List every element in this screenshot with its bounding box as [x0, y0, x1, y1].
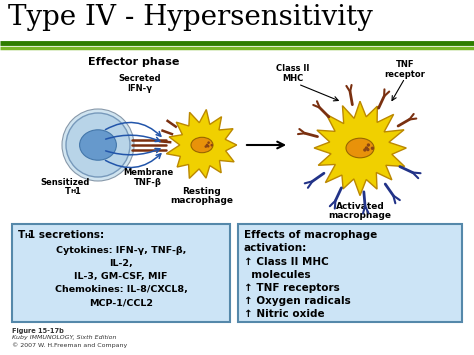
- Circle shape: [207, 141, 210, 144]
- Text: macrophage: macrophage: [328, 211, 392, 220]
- Text: macrophage: macrophage: [171, 196, 234, 205]
- Text: T: T: [18, 230, 25, 240]
- Text: Sensitized: Sensitized: [40, 178, 90, 187]
- Text: activation:: activation:: [244, 243, 307, 253]
- Text: MCP-1/CCL2: MCP-1/CCL2: [89, 298, 153, 307]
- Text: ↑ Oxygen radicals: ↑ Oxygen radicals: [244, 296, 351, 306]
- Text: IL-3, GM-CSF, MIF: IL-3, GM-CSF, MIF: [74, 272, 168, 281]
- Text: T: T: [65, 187, 71, 196]
- Text: H: H: [70, 189, 75, 194]
- Circle shape: [363, 148, 366, 152]
- Text: Effector phase: Effector phase: [88, 57, 179, 67]
- Text: 1: 1: [74, 187, 80, 196]
- Text: Type IV - Hypersensitivity: Type IV - Hypersensitivity: [8, 4, 373, 31]
- Text: Cytokines: IFN-γ, TNF-β,: Cytokines: IFN-γ, TNF-β,: [56, 246, 186, 255]
- Circle shape: [367, 143, 370, 147]
- Text: TNF
receptor: TNF receptor: [384, 60, 426, 80]
- Text: IL-2,: IL-2,: [109, 259, 133, 268]
- Circle shape: [365, 146, 368, 150]
- Text: Resting: Resting: [182, 187, 221, 196]
- Text: Membrane
TNF-β: Membrane TNF-β: [123, 168, 173, 187]
- Ellipse shape: [191, 137, 213, 153]
- Polygon shape: [314, 101, 406, 196]
- FancyBboxPatch shape: [238, 224, 462, 322]
- FancyBboxPatch shape: [12, 224, 230, 322]
- Polygon shape: [166, 109, 237, 179]
- Text: ↑ Class II MHC: ↑ Class II MHC: [244, 257, 329, 267]
- Circle shape: [66, 113, 130, 177]
- Text: Class II
MHC: Class II MHC: [276, 64, 310, 83]
- Text: ↑ Nitric oxide: ↑ Nitric oxide: [244, 309, 325, 319]
- Text: Activated: Activated: [336, 202, 384, 211]
- Circle shape: [62, 109, 134, 181]
- Ellipse shape: [346, 138, 374, 158]
- Circle shape: [366, 148, 370, 151]
- Text: Effects of macrophage: Effects of macrophage: [244, 230, 377, 240]
- Text: molecules: molecules: [244, 270, 310, 280]
- Circle shape: [206, 144, 209, 146]
- Text: 1 secretions:: 1 secretions:: [28, 230, 105, 240]
- Text: ↑ TNF receptors: ↑ TNF receptors: [244, 283, 340, 293]
- Ellipse shape: [80, 130, 117, 160]
- Text: Secreted
IFN-γ: Secreted IFN-γ: [118, 74, 161, 93]
- Text: Kuby IMMUNOLOGY, Sixth Edition: Kuby IMMUNOLOGY, Sixth Edition: [12, 335, 117, 340]
- Circle shape: [371, 147, 374, 150]
- Circle shape: [210, 144, 213, 147]
- Circle shape: [207, 145, 210, 148]
- Text: Figure 15-17b: Figure 15-17b: [12, 328, 64, 334]
- Circle shape: [204, 145, 207, 148]
- Text: © 2007 W. H.Freeman and Company: © 2007 W. H.Freeman and Company: [12, 342, 127, 348]
- Text: H: H: [24, 233, 30, 239]
- Text: Chemokines: IL-8/CXCL8,: Chemokines: IL-8/CXCL8,: [55, 285, 187, 294]
